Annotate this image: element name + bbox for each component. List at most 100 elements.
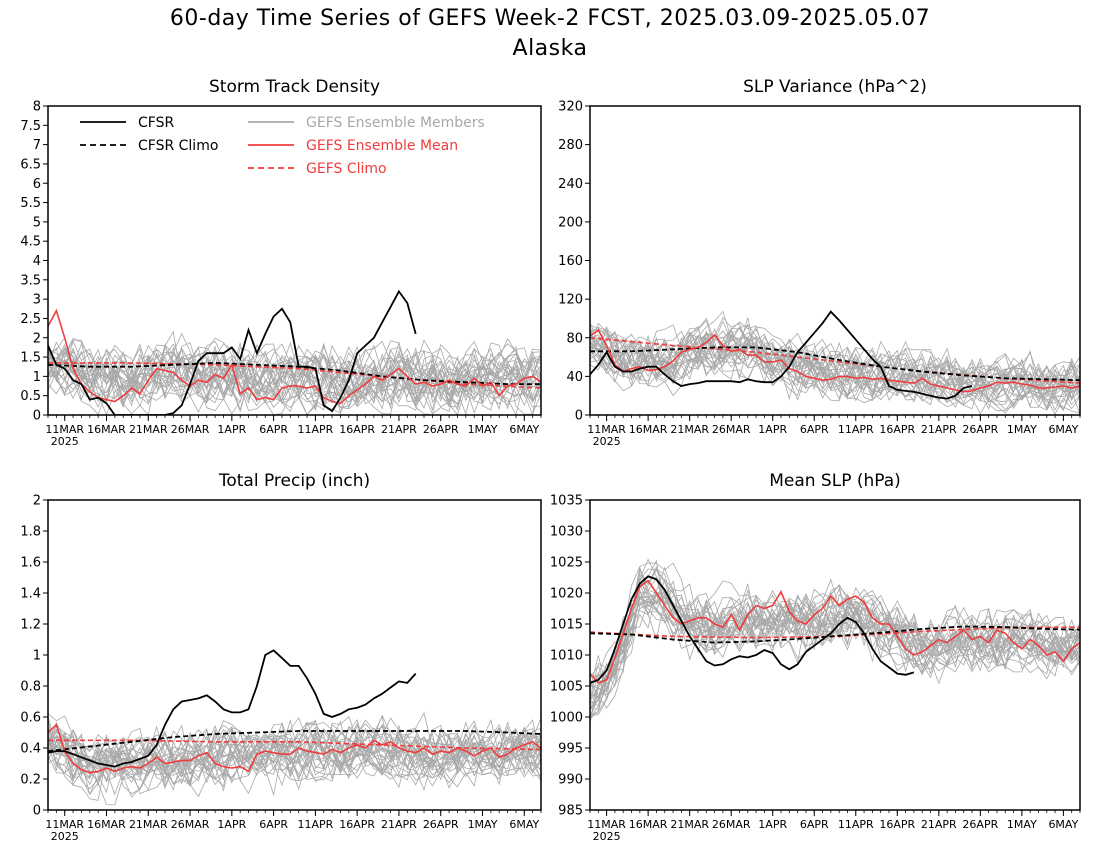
gefs-climo-line	[48, 739, 541, 751]
plot-area	[590, 310, 1080, 415]
x-tick-label: 11APR	[838, 818, 874, 831]
x-tick-label: 6APR	[259, 423, 288, 436]
x-year-label: 2025	[593, 435, 621, 448]
x-tick-label: 16MAR	[629, 423, 668, 436]
ensemble-member-line	[590, 326, 1080, 396]
x-tick-label: 11APR	[297, 423, 333, 436]
x-tick-label: 11MAR	[587, 423, 626, 436]
ensemble-member-line	[590, 336, 1080, 412]
y-tick-label: 7.5	[20, 119, 41, 134]
x-tick-label: 26APR	[962, 423, 998, 436]
x-tick-label: 26MAR	[712, 818, 751, 831]
x-tick-label: 1APR	[217, 818, 246, 831]
ensemble-member-line	[590, 310, 1080, 415]
y-tick-label: 1.6	[20, 556, 41, 571]
x-tick-label: 26APR	[962, 818, 998, 831]
ensemble-member-line	[48, 721, 541, 775]
plot-frame	[589, 499, 1081, 811]
ensemble-member-line	[590, 316, 1080, 408]
ensemble-member-line	[590, 320, 1080, 405]
y-tick-label: 5	[33, 215, 41, 230]
x-tick-label: 1APR	[758, 818, 787, 831]
x-tick-label: 21MAR	[129, 423, 168, 436]
ensemble-mean-line	[48, 308, 541, 405]
x-tick-label: 26APR	[423, 423, 459, 436]
x-tick-label: 21APR	[381, 818, 417, 831]
x-tick-label: 26MAR	[171, 423, 210, 436]
y-tick-label: 6	[33, 177, 41, 192]
x-tick-label: 6APR	[259, 818, 288, 831]
plot-area	[48, 289, 541, 415]
y-tick-label: 1020	[550, 587, 583, 602]
cfsr-climo-line	[590, 346, 1080, 382]
legend-label: CFSR Climo	[138, 138, 218, 154]
y-tick-label: 2	[33, 331, 41, 346]
legend-label: GEFS Climo	[306, 161, 387, 177]
x-tick-label: 21APR	[921, 818, 957, 831]
ensemble-member-line	[590, 592, 1080, 689]
ensemble-member-line	[48, 733, 541, 806]
ensemble-member-line	[48, 727, 541, 786]
y-tick-label: 2	[33, 494, 41, 509]
x-year-label: 2025	[51, 830, 79, 843]
cfsr-climo-line	[48, 730, 541, 752]
x-tick-label: 21MAR	[670, 818, 709, 831]
plot-area	[48, 649, 541, 806]
y-tick-label: 1000	[550, 711, 583, 726]
y-tick-label: 7	[33, 138, 41, 153]
ensemble-member-line	[590, 325, 1080, 403]
y-tick-label: 160	[558, 254, 583, 269]
x-tick-label: 6MAY	[1048, 423, 1078, 436]
ensemble-member-line	[48, 344, 541, 405]
gefs-climo-line	[48, 362, 541, 389]
y-tick-label: 1005	[550, 680, 583, 695]
ensemble-member-line	[48, 719, 541, 796]
panel-title: Total Precip (inch)	[218, 471, 370, 491]
x-tick-label: 16APR	[879, 423, 915, 436]
y-tick-label: 1.8	[20, 525, 41, 540]
ensemble-member-line	[590, 594, 1080, 720]
cfsr-climo-line	[590, 625, 1080, 644]
panel-4: Mean SLP (hPa) 985 990 995 1000 1005 1010 1015 1…	[550, 471, 1081, 843]
x-tick-label: 1APR	[217, 423, 246, 436]
ensemble-member-line	[48, 351, 541, 405]
y-tick-label: 3	[33, 293, 41, 308]
y-tick-label: 1.5	[20, 351, 41, 366]
ensemble-member-line	[590, 333, 1080, 410]
y-tick-label: 0.4	[20, 742, 41, 757]
y-tick-label: 1010	[550, 649, 583, 664]
ensemble-member-line	[590, 319, 1080, 411]
x-tick-label: 11APR	[297, 818, 333, 831]
x-tick-label: 26MAR	[712, 423, 751, 436]
y-tick-label: 6.5	[20, 157, 41, 172]
x-tick-label: 21MAR	[670, 423, 709, 436]
cfsr-line	[48, 649, 417, 768]
y-tick-label: 4	[33, 254, 41, 269]
ensemble-member-line	[590, 317, 1080, 410]
x-tick-label: 6APR	[800, 818, 829, 831]
panel-title: SLP Variance (hPa^2)	[743, 77, 927, 97]
y-tick-label: 1	[33, 649, 41, 664]
x-tick-label: 21APR	[921, 423, 957, 436]
panel-3: Total Precip (inch) 0 0.2 0.4 0.6 0.8 1 1.2 1.4 1…	[20, 471, 542, 843]
y-tick-label: 0.6	[20, 711, 41, 726]
ensemble-member-line	[590, 591, 1080, 700]
ensemble-member-line	[590, 576, 1080, 721]
y-tick-label: 3.5	[20, 273, 41, 288]
ensemble-member-line	[590, 317, 1080, 402]
legend-label: GEFS Ensemble Mean	[306, 138, 458, 154]
y-tick-label: 985	[558, 804, 583, 819]
ensemble-member-line	[590, 566, 1080, 702]
x-tick-label: 16MAR	[87, 423, 126, 436]
y-tick-label: 5.5	[20, 196, 41, 211]
legend: CFSR CFSR Climo GEFS Ensemble Members GEFS …	[80, 115, 485, 177]
y-tick-label: 1	[33, 370, 41, 385]
y-tick-label: 4.5	[20, 235, 41, 250]
x-tick-label: 26MAR	[171, 818, 210, 831]
x-tick-label: 1MAY	[468, 423, 498, 436]
y-tick-label: 320	[558, 100, 583, 115]
y-tick-label: 990	[558, 773, 583, 788]
y-tick-label: 995	[558, 742, 583, 757]
